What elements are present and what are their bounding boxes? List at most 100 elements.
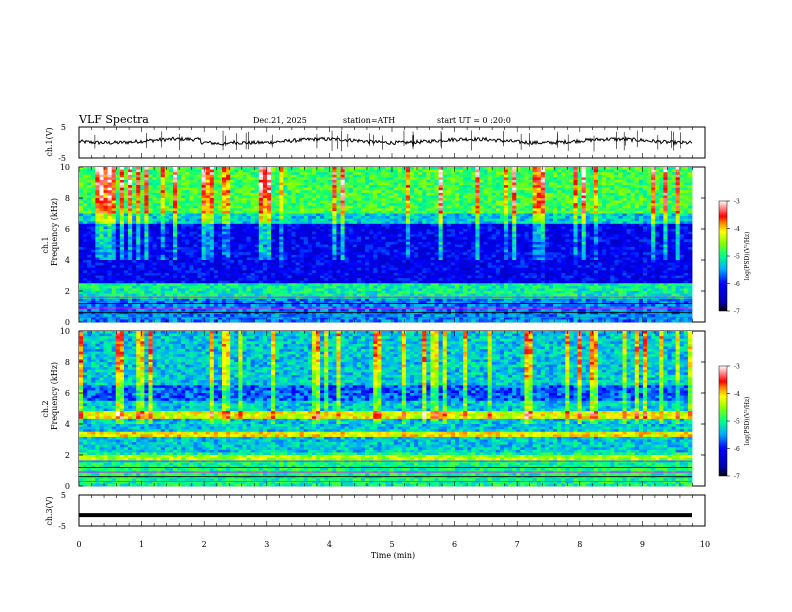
spectrogram-cell xyxy=(238,177,243,181)
spectrogram-cell xyxy=(316,303,321,307)
spectrogram-cell xyxy=(205,205,211,209)
spectrogram-cell xyxy=(250,265,256,269)
spectrogram-cell xyxy=(316,270,321,274)
spectrogram-cell xyxy=(242,221,247,225)
spectrogram-cell xyxy=(316,285,321,289)
spectrogram-cell xyxy=(197,314,202,318)
spectrogram-cell xyxy=(181,311,186,315)
spectrogram-cell xyxy=(132,218,137,222)
spectrogram-cell xyxy=(185,236,190,240)
spectrogram-cell xyxy=(213,270,219,274)
spectrogram-cell xyxy=(283,179,288,183)
spectrogram-cell xyxy=(205,177,211,181)
spectrogram-cell xyxy=(107,236,113,240)
spectrogram-cell xyxy=(107,203,113,207)
spectrogram-cell xyxy=(254,192,260,196)
spectrogram-cell xyxy=(373,254,378,258)
spectrogram-cell xyxy=(99,221,104,225)
spectrogram-cell xyxy=(148,303,153,307)
spectrogram-cell xyxy=(295,314,301,318)
spectrogram-cell xyxy=(303,185,309,189)
spectrogram-cell xyxy=(177,293,182,297)
spectrogram-cell xyxy=(172,311,178,315)
spectrogram-cell xyxy=(279,213,284,217)
spectrogram-cell xyxy=(393,311,399,315)
spectrogram-cell xyxy=(258,213,264,217)
spectrogram-cell xyxy=(283,192,288,196)
spectrogram-cell xyxy=(385,210,390,214)
spectrogram-cell xyxy=(295,291,301,294)
spectrogram-cell xyxy=(291,218,296,222)
spectrogram-cell xyxy=(250,314,256,318)
spectrogram-cell xyxy=(222,316,227,320)
spectrogram-cell xyxy=(336,205,341,209)
spectrogram-cell xyxy=(140,185,145,189)
spectrogram-cell xyxy=(87,190,92,194)
spectrogram-cell xyxy=(91,179,96,183)
spectrogram-cell xyxy=(365,270,370,274)
spectrogram-cell xyxy=(401,293,407,297)
spectrogram-cell xyxy=(340,172,346,176)
spectrogram-cell xyxy=(377,169,382,173)
spectrogram-cell xyxy=(352,200,358,204)
spectrogram-cell xyxy=(316,213,321,217)
spectrogram-cell xyxy=(324,244,329,248)
spectrogram-cell xyxy=(160,226,166,230)
spectrogram-cell xyxy=(324,298,329,302)
spectrogram-cell xyxy=(311,223,317,227)
spectrogram-cell xyxy=(397,167,403,170)
spectrogram-cell xyxy=(95,182,100,186)
spectrogram-cell xyxy=(213,288,219,292)
spectrogram-cell xyxy=(328,278,333,282)
spectrogram-cell xyxy=(369,275,374,279)
spectrogram-cell xyxy=(103,182,109,186)
spectrogram-cell xyxy=(385,311,390,315)
spectrogram-cell xyxy=(287,262,292,266)
spectrogram-cell xyxy=(168,174,174,178)
spectrogram-cell xyxy=(185,316,190,320)
spectrogram-cell xyxy=(385,190,390,194)
spectrogram-cell xyxy=(377,179,382,183)
spectrogram-cell xyxy=(262,265,268,269)
spectrogram-cell xyxy=(234,218,239,222)
spectrogram-cell xyxy=(291,169,296,173)
spectrogram-cell xyxy=(352,218,358,222)
spectrogram-cell xyxy=(311,267,317,271)
spectrogram-cell xyxy=(148,231,153,235)
spectrogram-cell xyxy=(410,241,415,245)
spectrogram-cell xyxy=(238,301,243,305)
spectrogram-cell xyxy=(266,236,272,240)
spectrogram-cell xyxy=(393,262,399,266)
spectrogram-cell xyxy=(160,314,166,318)
spectrogram-cell xyxy=(160,185,166,189)
spectrogram-cell xyxy=(389,179,395,183)
spectrogram-cell xyxy=(258,169,264,173)
spectrogram-cell xyxy=(397,239,403,243)
spectrogram-cell xyxy=(287,241,292,245)
spectrogram-cell xyxy=(385,203,390,207)
spectrogram-cell xyxy=(79,285,84,289)
spectrogram-cell xyxy=(369,244,374,248)
spectrogram-cell xyxy=(295,296,301,300)
spectrogram-cell xyxy=(340,221,346,225)
spectrogram-cell xyxy=(299,303,305,307)
spectrogram-cell xyxy=(99,190,104,194)
spectrogram-cell xyxy=(140,236,145,240)
spectrogram-cell xyxy=(369,221,374,225)
spectrogram-cell xyxy=(242,260,247,263)
spectrogram-cell xyxy=(246,223,252,227)
spectrogram-cell xyxy=(262,278,268,282)
spectrogram-cell xyxy=(365,205,370,209)
spectrogram-cell xyxy=(307,247,313,251)
spectrogram-cell xyxy=(373,249,378,253)
spectrogram-cell xyxy=(152,169,158,173)
spectrogram-cell xyxy=(177,187,182,191)
spectrogram-cell xyxy=(303,198,309,201)
spectrogram-cell xyxy=(316,172,321,176)
spectrogram-cell xyxy=(299,172,305,176)
spectrogram-cell xyxy=(189,205,194,209)
spectrogram-cell xyxy=(271,298,276,302)
spectrogram-cell xyxy=(148,185,153,189)
spectrogram-cell xyxy=(385,319,390,323)
spectrogram-cell xyxy=(266,272,272,276)
